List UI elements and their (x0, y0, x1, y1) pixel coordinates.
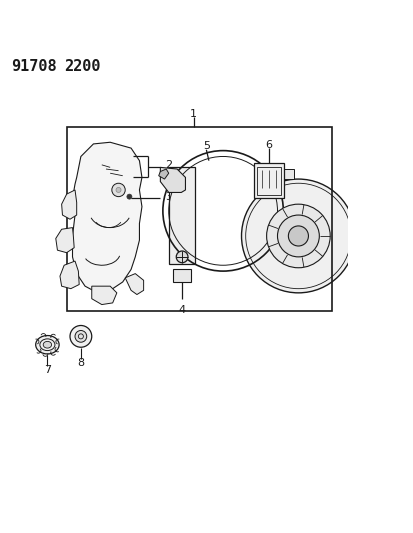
Bar (173, 269, 191, 282)
Text: 4: 4 (178, 304, 185, 314)
Circle shape (112, 183, 125, 197)
Bar (386, 232, 393, 235)
Ellipse shape (43, 341, 52, 348)
Circle shape (75, 330, 86, 342)
Ellipse shape (36, 336, 59, 354)
Text: 1: 1 (190, 109, 197, 119)
Circle shape (176, 251, 188, 263)
Polygon shape (92, 286, 116, 304)
Text: 2: 2 (165, 160, 172, 170)
Polygon shape (62, 190, 76, 219)
Polygon shape (56, 228, 74, 253)
Polygon shape (72, 142, 142, 293)
Polygon shape (281, 169, 294, 179)
Circle shape (241, 179, 354, 293)
Circle shape (116, 188, 121, 192)
Circle shape (266, 204, 330, 268)
Text: 6: 6 (265, 140, 272, 150)
Circle shape (127, 194, 132, 199)
Text: 3: 3 (165, 192, 172, 201)
Bar (66, 127, 331, 311)
Bar (386, 239, 393, 242)
Polygon shape (158, 169, 169, 179)
Bar (254, 163, 283, 198)
Text: 5: 5 (202, 141, 209, 151)
Circle shape (277, 215, 318, 257)
Polygon shape (354, 224, 386, 248)
Bar (386, 229, 393, 232)
Circle shape (70, 326, 92, 347)
Bar (386, 236, 393, 238)
Bar (169, 167, 195, 264)
Text: 2200: 2200 (64, 59, 100, 74)
Polygon shape (160, 167, 185, 192)
Bar (386, 226, 393, 229)
Polygon shape (125, 273, 143, 295)
Text: 7: 7 (44, 365, 51, 375)
Text: 5: 5 (411, 206, 413, 216)
Text: 8: 8 (77, 358, 84, 368)
Polygon shape (60, 261, 79, 289)
Text: 91708: 91708 (12, 59, 57, 74)
Circle shape (288, 226, 308, 246)
Bar (386, 243, 393, 245)
Bar (257, 166, 280, 195)
